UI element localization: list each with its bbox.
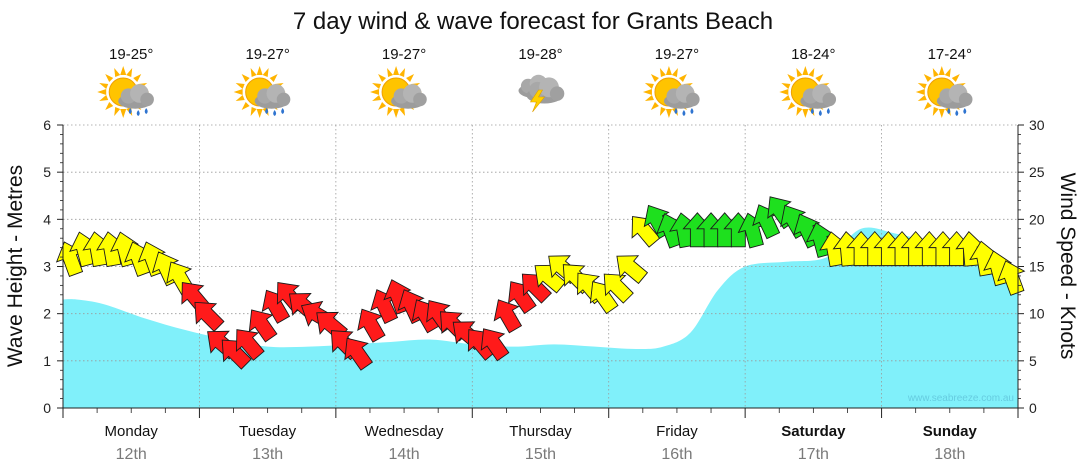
right-tick-label: 25 [1029,164,1045,180]
wind-arrow [508,281,537,315]
sun-cloud-showers-icon [915,65,973,119]
day-date-label: 13th [252,446,283,463]
temperature-range: 19-25° [109,46,153,63]
day-date-label: 15th [525,446,556,463]
right-tick-label: 10 [1029,306,1045,322]
wind-arrow [603,273,634,304]
left-axis-label: Wave Height - Metres [4,165,27,367]
wind-arrow [221,339,252,370]
wind-arrow [521,273,552,304]
day-name-label: Saturday [781,423,846,440]
day-date-label: 18th [934,446,965,463]
day-name-label: Monday [105,423,159,440]
day-name-label: Thursday [509,423,572,440]
wind-arrow [235,329,265,361]
chart-title: 7 day wind & wave forecast for Grants Be… [293,8,773,35]
x-axis-ticks [62,408,1019,418]
left-tick-label: 6 [43,117,51,133]
day-name-label: Wednesday [365,423,444,440]
left-tick-label: 5 [43,164,51,180]
temperature-range: 19-27° [245,46,289,63]
wave-height-area [63,227,1018,408]
wind-arrow [480,328,510,362]
right-axis-label: Wind Speed - Knots [1056,173,1079,360]
wind-arrow [248,309,278,343]
sun-cloud-showers-icon [233,65,291,119]
storm-cloud-icon [518,74,565,113]
day-date-label: 17th [798,446,829,463]
credit-text[interactable]: www.seabreeze.com.au [907,393,1014,404]
day-labels: Monday 12th Tuesday 13th Wednesday 14th Thursd… [105,423,978,463]
right-tick-label: 20 [1029,211,1045,227]
sun-cloud-showers-icon [642,65,700,119]
sun-cloud-showers-icon [778,65,837,119]
right-tick-label: 15 [1029,259,1045,275]
temperature-range: 18-24° [791,46,835,63]
sun-cloud-showers-icon [96,65,154,119]
left-axis-ticks: 0 1 2 3 4 5 6 [43,117,63,416]
left-tick-label: 1 [43,353,51,369]
temperature-row: 19-25° 19-27° 19-27° 19-28° 19-27° 18-24° 17-2… [109,46,972,63]
left-tick-label: 3 [43,259,51,275]
day-date-label: 16th [661,446,692,463]
temperature-range: 19-27° [382,46,426,63]
temperature-range: 19-28° [518,46,562,63]
right-tick-label: 0 [1029,400,1037,416]
wind-arrow [616,255,649,285]
day-name-label: Friday [656,423,698,440]
day-date-label: 12th [116,446,147,463]
day-date-label: 14th [389,446,420,463]
temperature-range: 17-24° [928,46,972,63]
left-tick-label: 0 [43,400,51,416]
sun-cloud-icon [369,65,427,119]
temperature-range: 19-27° [655,46,699,63]
right-axis-ticks: 0 5 10 15 20 25 30 [1018,117,1045,416]
weather-icon-row [96,65,973,119]
wind-arrow [534,264,567,294]
wind-arrow-series [55,196,1026,371]
wind-arrow [194,301,225,332]
wind-arrow [344,337,374,371]
right-tick-label: 30 [1029,117,1045,133]
day-name-label: Sunday [923,423,978,440]
left-tick-label: 4 [43,211,51,227]
left-tick-label: 2 [43,306,51,322]
right-tick-label: 5 [1029,353,1037,369]
wind-arrow [589,281,619,315]
day-name-label: Tuesday [239,423,296,440]
wind-arrow [357,308,386,343]
